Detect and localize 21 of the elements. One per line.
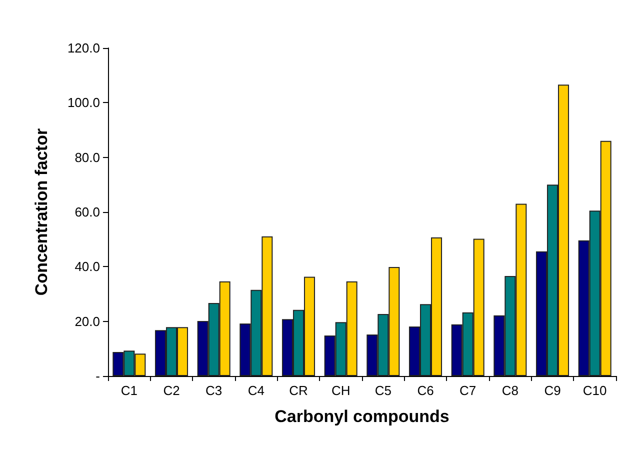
x-tick-label: C4: [248, 383, 264, 398]
y-tick-label: 120.0: [67, 40, 100, 56]
x-axis-title: Carbonyl compounds: [274, 407, 450, 426]
x-tick-label: C8: [502, 383, 518, 398]
x-tick-label: C1: [120, 383, 138, 398]
x-tick-label: C2: [163, 383, 180, 398]
y-tick-label: 100.0: [67, 95, 100, 110]
x-tick-label: C3: [206, 383, 222, 398]
x-tick-label: C7: [460, 383, 476, 398]
x-tick-label: CH: [331, 383, 350, 398]
y-tick-label: 80.0: [74, 150, 100, 165]
y-tick-label: 20.0: [74, 314, 100, 329]
x-tick-label: C9: [544, 383, 561, 398]
x-tick-label: C5: [374, 383, 392, 398]
x-tick-label: CR: [289, 383, 308, 398]
x-tick-label: C6: [417, 383, 434, 398]
x-tick-label: C10: [582, 383, 607, 398]
y-tick-label: 40.0: [74, 259, 100, 274]
y-axis-title: Concentration factor: [32, 128, 51, 296]
y-tick-label: 60.0: [74, 204, 100, 220]
y-tick-label: -: [96, 368, 100, 384]
